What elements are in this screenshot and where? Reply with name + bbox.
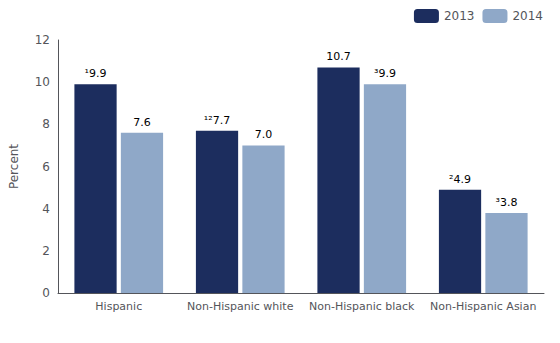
svg-text:¹9.9: ¹9.9: [85, 67, 107, 80]
svg-text:2: 2: [42, 244, 50, 258]
svg-text:7.6: 7.6: [133, 116, 151, 129]
svg-text:10.7: 10.7: [326, 50, 351, 63]
svg-text:12: 12: [35, 33, 50, 47]
svg-text:10: 10: [35, 75, 50, 89]
svg-text:2013: 2013: [444, 9, 475, 23]
svg-text:2014: 2014: [512, 9, 543, 23]
svg-text:6: 6: [42, 160, 50, 174]
svg-text:7.0: 7.0: [255, 128, 273, 141]
svg-text:Non-Hispanic white: Non-Hispanic white: [187, 300, 294, 313]
svg-text:Non-Hispanic Asian: Non-Hispanic Asian: [430, 300, 536, 313]
svg-text:¹²7.7: ¹²7.7: [204, 114, 230, 127]
svg-text:³3.8: ³3.8: [496, 196, 518, 209]
svg-text:Non-Hispanic black: Non-Hispanic black: [309, 300, 415, 313]
svg-text:Hispanic: Hispanic: [95, 300, 142, 313]
svg-text:8: 8: [42, 117, 50, 131]
svg-text:4: 4: [42, 202, 50, 216]
svg-text:³9.9: ³9.9: [374, 67, 396, 80]
svg-text:²4.9: ²4.9: [449, 173, 471, 186]
svg-text:0: 0: [42, 286, 50, 300]
svg-text:Percent: Percent: [7, 144, 21, 189]
